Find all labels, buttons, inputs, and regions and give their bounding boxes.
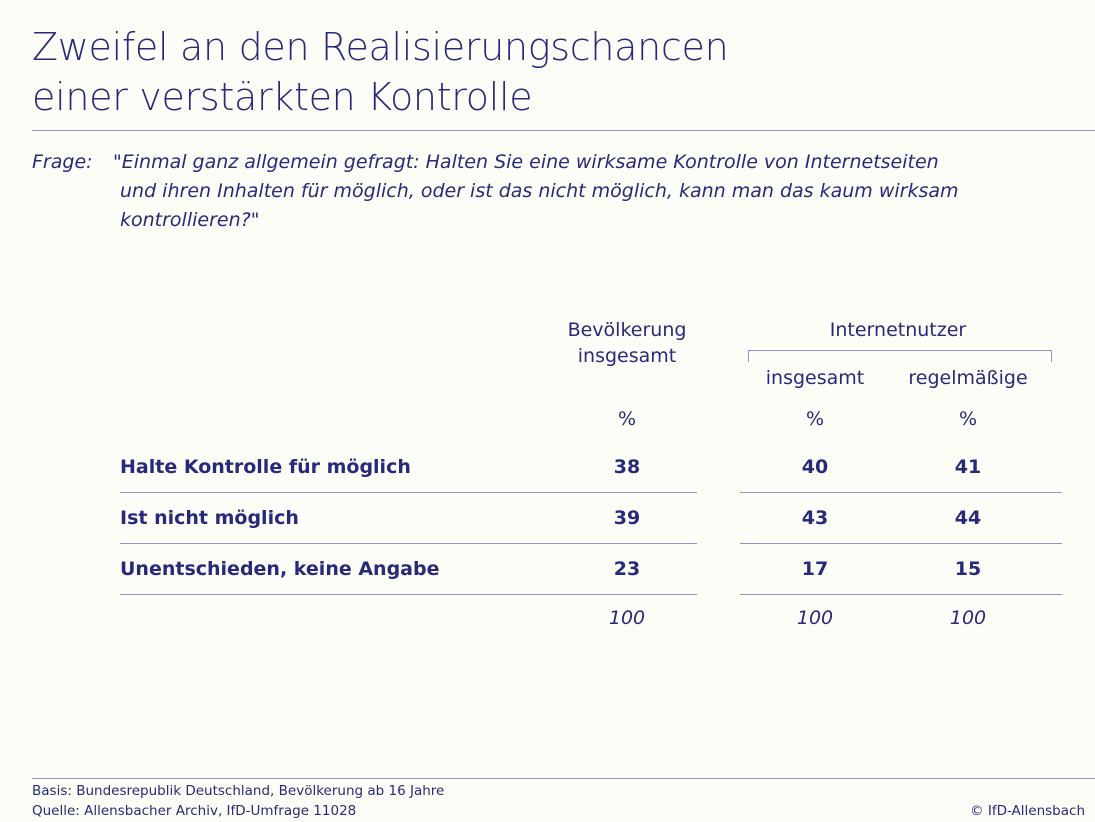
divider <box>32 778 1095 779</box>
group-bracket <box>748 350 1052 362</box>
cell-value: 17 <box>801 558 829 580</box>
cell-value: 23 <box>613 558 641 580</box>
unit: % <box>958 408 978 430</box>
cell-value: 39 <box>613 507 641 529</box>
column-header: Bevölkerung <box>567 319 687 341</box>
column-group-header: Internetnutzer <box>829 319 967 341</box>
unit: % <box>805 408 825 430</box>
row-label: Unentschieden, keine Angabe <box>120 558 440 580</box>
cell-value: 43 <box>801 507 829 529</box>
total: 100 <box>949 607 987 629</box>
total: 100 <box>608 607 646 629</box>
row-label: Ist nicht möglich <box>120 507 299 529</box>
question-line: und ihren Inhalten für möglich, oder ist… <box>120 180 959 202</box>
divider <box>32 130 1095 131</box>
column-header: regelmäßige <box>908 367 1028 389</box>
row-rule <box>740 594 1062 595</box>
row-rule <box>740 543 1062 544</box>
question-label: Frage: <box>32 151 93 173</box>
cell-value: 41 <box>954 456 982 478</box>
column-header: insgesamt <box>765 367 865 389</box>
source: Quelle: Allensbacher Archiv, IfD-Umfrage… <box>32 803 357 819</box>
title-line: Zweifel an den Realisierungschancen <box>32 25 729 69</box>
column-header: insgesamt <box>577 345 677 367</box>
row-rule <box>740 492 1062 493</box>
question-line: "Einmal ganz allgemein gefragt: Halten S… <box>113 151 939 173</box>
copyright: © IfD-Allensbach <box>970 803 1085 819</box>
title-line: einer verstärkten Kontrolle <box>32 75 533 119</box>
row-rule <box>120 594 697 595</box>
cell-value: 15 <box>954 558 982 580</box>
row-label: Halte Kontrolle für möglich <box>120 456 411 478</box>
cell-value: 40 <box>801 456 829 478</box>
cell-value: 38 <box>613 456 641 478</box>
total: 100 <box>796 607 834 629</box>
unit: % <box>617 408 637 430</box>
row-rule <box>120 492 697 493</box>
row-rule <box>120 543 697 544</box>
cell-value: 44 <box>954 507 982 529</box>
question-line: kontrollieren?" <box>120 209 260 231</box>
basis: Basis: Bundesrepublik Deutschland, Bevöl… <box>32 783 445 799</box>
